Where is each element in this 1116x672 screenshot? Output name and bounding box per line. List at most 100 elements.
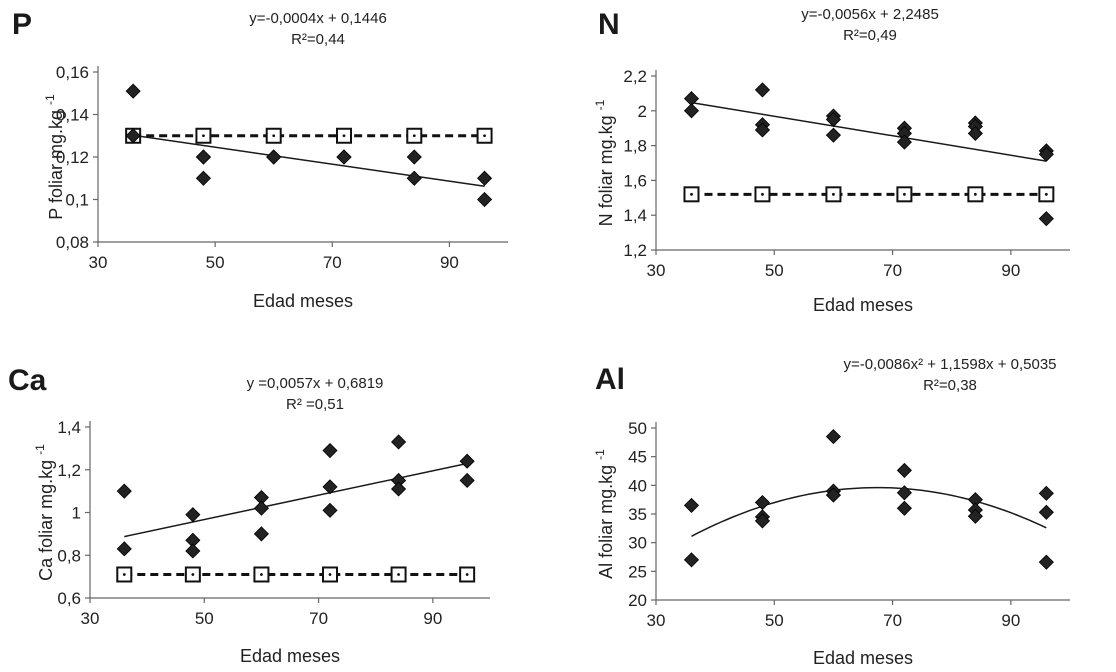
data-point <box>967 125 983 141</box>
data-point <box>116 483 132 499</box>
data-point <box>459 472 475 489</box>
x-tick-label: 70 <box>883 611 902 630</box>
axes <box>89 421 490 599</box>
y-axis-title: N foliar mg.kg -1 <box>593 99 616 226</box>
x-tick-label: 30 <box>89 253 108 272</box>
reference-marker-dot <box>483 134 486 138</box>
data-point <box>754 513 771 529</box>
data-point <box>1038 211 1054 227</box>
y-tick-label: 1,4 <box>57 418 81 437</box>
y-tick-label: 0,16 <box>56 63 89 82</box>
x-axis-title: Edad meses <box>253 291 353 311</box>
panel-ca: Ca y =0,0057x + 0,6819 R² =0,51 0,6 0,8 1 1,2 1… <box>8 364 490 666</box>
data-point <box>477 191 493 208</box>
data-point <box>896 500 912 516</box>
panel-label: N <box>598 8 620 41</box>
y-tick-label: 45 <box>628 448 647 467</box>
trend-line <box>691 486 1047 537</box>
data-point <box>1038 485 1054 501</box>
data-point <box>185 543 201 559</box>
data-point <box>195 149 211 165</box>
trend-line <box>132 134 485 188</box>
y-tick-label: 0,14 <box>56 106 89 125</box>
reference-marker-dot <box>690 192 693 196</box>
reference-marker-dot <box>832 192 835 196</box>
data-point <box>825 429 841 445</box>
x-tick-label: 50 <box>195 609 214 628</box>
x-axis-title: Edad meses <box>813 648 913 668</box>
data-point <box>125 128 141 144</box>
reference-marker-dot <box>1044 192 1048 196</box>
data-point <box>683 552 700 568</box>
data-point <box>896 485 912 501</box>
data-point <box>896 134 912 150</box>
data-point <box>253 526 269 542</box>
x-tick-label: 90 <box>1001 611 1020 630</box>
data-point <box>322 479 338 495</box>
data-point <box>406 170 422 186</box>
y-tick-label: 2 <box>638 102 647 121</box>
y-tick-label: 30 <box>628 534 647 553</box>
data-point <box>825 487 841 503</box>
x-tick-label: 90 <box>1001 261 1020 280</box>
x-axis-title: Edad meses <box>240 646 340 666</box>
data-point <box>825 127 841 143</box>
x-tick-label: 50 <box>765 611 784 630</box>
data-point <box>195 170 211 186</box>
data-point <box>322 442 338 459</box>
regression-equation: y=-0,0056x + 2,2485 <box>801 6 939 23</box>
x-tick-label: 30 <box>81 609 100 628</box>
data-point <box>391 434 407 450</box>
y-tick-label: 35 <box>628 505 647 524</box>
data-point <box>825 111 841 128</box>
reference-marker-dot <box>465 573 469 576</box>
trend-line <box>691 101 1047 162</box>
reference-marker-dot <box>202 134 205 138</box>
data-point <box>477 170 493 186</box>
y-axis-title: Al foliar mg.kg -1 <box>593 449 616 579</box>
r-squared-label: R²=0,44 <box>291 31 345 48</box>
reference-marker-dot <box>412 134 416 138</box>
panel-al: Al y=-0,0086x² + 1,1598x + 0,5035 R²=0,38 2… <box>593 356 1070 668</box>
reference-marker-dot <box>328 573 332 576</box>
y-tick-label: 1,6 <box>623 171 647 190</box>
data-point <box>754 82 771 98</box>
data-point <box>683 103 700 119</box>
y-tick-label: 1,2 <box>57 461 81 480</box>
y-axis-title: P foliar mg.kg -1 <box>43 94 66 220</box>
y-tick-label: 0,6 <box>57 589 81 608</box>
data-point <box>125 83 141 99</box>
data-point <box>1038 504 1054 520</box>
y-tick-label: 1,4 <box>623 206 647 225</box>
axes <box>97 66 508 243</box>
reference-marker-dot <box>191 573 195 576</box>
panel-label: Al <box>595 363 625 396</box>
data-point <box>322 502 338 518</box>
data-point <box>116 541 132 557</box>
x-axis-title: Edad meses <box>813 295 913 315</box>
r-squared-label: R² =0,51 <box>286 396 344 413</box>
y-tick-label: 25 <box>628 562 647 581</box>
reference-marker-dot <box>122 573 126 576</box>
x-tick-label: 50 <box>206 253 225 272</box>
reference-marker-dot <box>973 192 977 196</box>
axes <box>655 70 1070 251</box>
r-squared-label: R²=0,38 <box>923 377 977 394</box>
data-point <box>1038 554 1054 570</box>
reference-marker-dot <box>272 134 276 138</box>
y-tick-label: 50 <box>628 419 647 438</box>
data-point <box>459 453 475 469</box>
x-tick-label: 70 <box>883 261 902 280</box>
y-tick-label: 2,2 <box>623 67 647 86</box>
y-tick-label: 0,12 <box>56 148 89 167</box>
x-tick-label: 90 <box>440 253 459 272</box>
data-point <box>896 462 912 478</box>
regression-equation: y =0,0057x + 0,6819 <box>247 375 384 392</box>
reference-marker-dot <box>761 192 764 196</box>
data-point <box>683 497 700 513</box>
y-tick-label: 0,1 <box>65 191 89 210</box>
x-tick-label: 70 <box>323 253 342 272</box>
data-point <box>266 149 282 165</box>
y-tick-label: 1,8 <box>623 137 647 156</box>
x-tick-label: 70 <box>309 609 328 628</box>
